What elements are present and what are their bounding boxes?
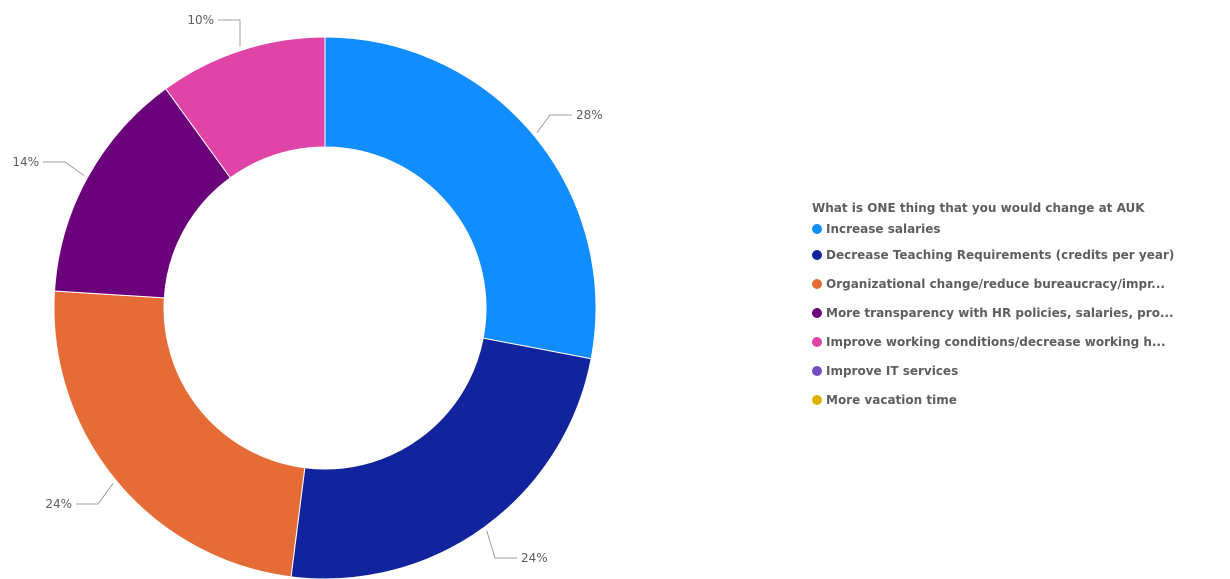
- legend-item-7[interactable]: More vacation time: [812, 385, 1227, 414]
- data-label-1: 28%: [576, 108, 603, 122]
- legend-label: Increase salaries: [826, 222, 941, 236]
- legend-item-2[interactable]: Decrease Teaching Requirements (credits …: [812, 240, 1227, 269]
- legend-label: Decrease Teaching Requirements (credits …: [826, 247, 1175, 262]
- legend-swatch: [812, 307, 822, 318]
- legend-item-5[interactable]: Improve working conditions/decrease work…: [812, 327, 1227, 356]
- legend-swatch: [812, 249, 822, 260]
- legend-swatch: [812, 278, 822, 289]
- legend-swatch: [812, 336, 822, 347]
- legend-swatch: [812, 224, 822, 234]
- data-label-3: 24%: [45, 497, 72, 511]
- legend-label: More vacation time: [826, 392, 957, 407]
- data-label-4: 14%: [12, 155, 39, 169]
- donut-slice-1[interactable]: [324, 36, 597, 360]
- legend-item-4[interactable]: More transparency with HR policies, sala…: [812, 298, 1227, 327]
- leader-line-2: [486, 530, 517, 559]
- legend-label: Improve IT services: [826, 363, 959, 378]
- data-label-2: 24%: [521, 551, 548, 565]
- donut-slice-2[interactable]: [290, 337, 592, 579]
- legend-swatch: [812, 365, 822, 376]
- leader-line-4: [43, 161, 85, 176]
- legend-label: Organizational change/reduce bureaucracy…: [826, 276, 1165, 291]
- legend-label: Improve working conditions/decrease work…: [826, 334, 1166, 349]
- legend: What is ONE thing that you would change …: [812, 198, 1227, 414]
- donut-slice-5[interactable]: [165, 36, 326, 179]
- legend-swatch: [812, 394, 822, 405]
- legend-items: Increase salaries Decrease Teaching Requi…: [812, 218, 1227, 414]
- data-labels: 28% 24% 24% 14% 10%: [12, 13, 602, 565]
- donut-slice-3[interactable]: [53, 290, 306, 578]
- donut-slices: [53, 36, 597, 579]
- leader-line-1: [536, 114, 572, 134]
- donut-chart: 28% 24% 24% 14% 10%: [12, 13, 603, 579]
- leader-line-3: [76, 482, 114, 505]
- legend-item-1[interactable]: Increase salaries: [812, 218, 1227, 240]
- legend-title: What is ONE thing that you would change …: [812, 201, 1145, 215]
- legend-label: More transparency with HR policies, sala…: [826, 305, 1174, 320]
- legend-item-3[interactable]: Organizational change/reduce bureaucracy…: [812, 269, 1227, 298]
- legend-item-6[interactable]: Improve IT services: [812, 356, 1227, 385]
- leader-line-5: [218, 19, 241, 47]
- data-label-5: 10%: [187, 13, 214, 27]
